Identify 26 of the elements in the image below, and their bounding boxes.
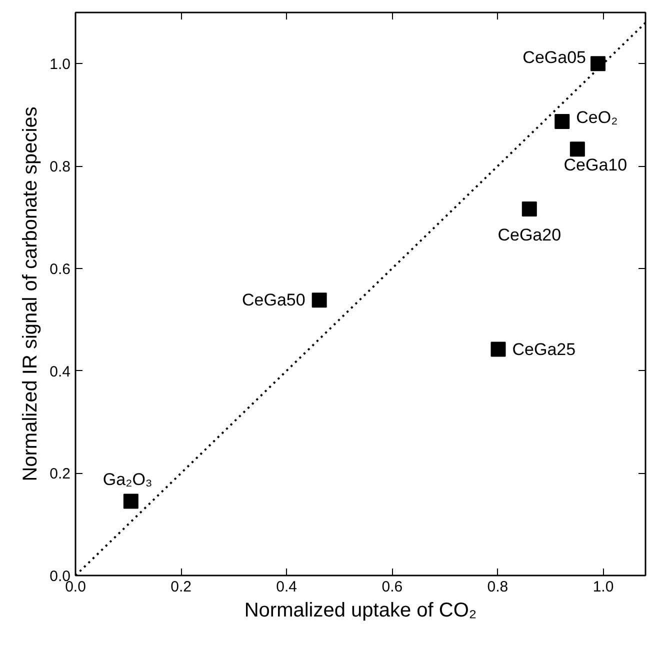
annotation: Ga₂O₃ xyxy=(102,470,152,489)
y-tick-label: 0.2 xyxy=(50,466,71,483)
annotation: CeGa20 xyxy=(498,226,562,245)
x-axis-title: Normalized uptake of CO₂ xyxy=(244,600,477,622)
x-tick-label: 0.4 xyxy=(276,578,298,596)
y-tick-label: 0.8 xyxy=(50,158,71,176)
annotation: CeGa50 xyxy=(242,290,306,310)
x-tick-label: 0.6 xyxy=(382,578,403,596)
x-tick-label: 0.8 xyxy=(487,578,508,596)
point xyxy=(522,202,537,217)
annotation: CeO₂ xyxy=(576,108,618,128)
annotation: CeGa05 xyxy=(522,48,586,68)
y-axis-title: Normalized IR signal of carbonate species xyxy=(20,106,42,482)
y-tick-label: 0.6 xyxy=(50,260,71,278)
point xyxy=(554,114,570,130)
y-tick-label: 0.4 xyxy=(50,363,71,380)
point xyxy=(123,494,138,509)
point xyxy=(570,142,585,157)
annotation: CeGa25 xyxy=(512,340,576,359)
point xyxy=(312,292,327,308)
x-tick-label: 0.2 xyxy=(170,578,192,596)
point xyxy=(590,56,606,72)
annotation: CeGa10 xyxy=(564,156,628,175)
text: 1.0 xyxy=(592,578,614,596)
point xyxy=(490,342,506,357)
text: 1.0 xyxy=(50,56,71,74)
